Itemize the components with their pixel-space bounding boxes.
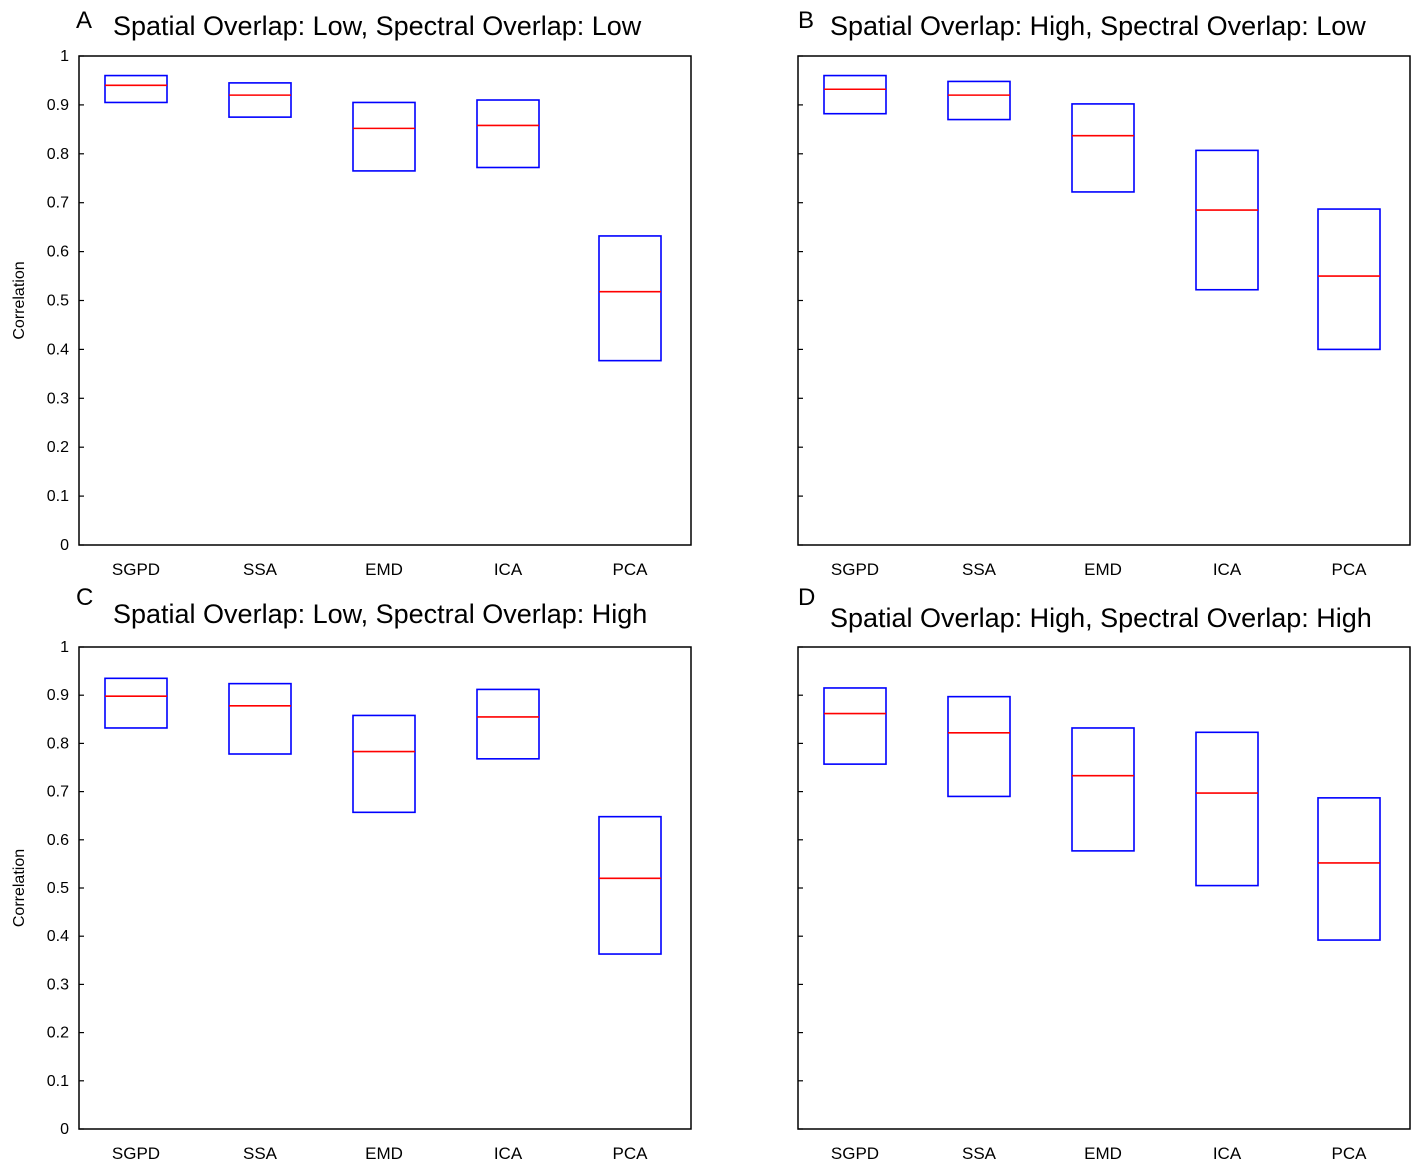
y-tick-label: 0.6 xyxy=(47,244,69,261)
y-tick-label: 0.5 xyxy=(47,880,69,897)
box-ica xyxy=(476,688,540,760)
box-pca xyxy=(1317,797,1381,941)
box-pca xyxy=(598,815,662,955)
x-tick-label: EMD xyxy=(1084,1144,1122,1160)
box-pca xyxy=(598,235,662,362)
y-tick-label: 0.2 xyxy=(47,439,69,456)
panel-letter: C xyxy=(76,584,93,611)
chart-title: Spatial Overlap: High, Spectral Overlap:… xyxy=(830,11,1366,41)
box-emd xyxy=(352,101,416,172)
box-emd xyxy=(1071,727,1135,852)
x-tick-label: PCA xyxy=(613,560,649,579)
chart-title: Spatial Overlap: Low, Spectral Overlap: … xyxy=(113,599,647,629)
x-tick-label: SGPD xyxy=(112,560,160,579)
y-tick-label: 0.2 xyxy=(47,1025,69,1042)
chart-panel-a: A Spatial Overlap: Low, Spectral Overlap:… xyxy=(11,7,692,579)
box-sgpd xyxy=(823,687,887,765)
panel-letter: D xyxy=(798,584,815,611)
y-tick-label: 0 xyxy=(60,537,69,554)
chart-panel-d: D Spatial Overlap: High, Spectral Overlap… xyxy=(797,584,1411,1160)
box-ssa xyxy=(228,682,292,755)
y-tick-label: 1 xyxy=(60,48,69,65)
x-tick-label: SSA xyxy=(962,1144,997,1160)
chart-panel-c: C Spatial Overlap: Low, Spectral Overlap:… xyxy=(11,584,692,1160)
box-ssa xyxy=(228,82,292,118)
box-sgpd xyxy=(104,677,168,729)
y-tick-label: 0 xyxy=(60,1121,69,1138)
chart-title: Spatial Overlap: Low, Spectral Overlap: … xyxy=(113,11,642,41)
box-ssa xyxy=(947,80,1011,121)
x-tick-label: PCA xyxy=(613,1144,649,1160)
x-tick-label: SSA xyxy=(962,560,997,579)
box-emd xyxy=(1071,103,1135,193)
y-axis-label: Correlation xyxy=(11,849,28,927)
y-tick-label: 1 xyxy=(60,639,69,656)
box-ssa xyxy=(947,695,1011,798)
panel-letter: A xyxy=(76,7,92,34)
y-tick-label: 0.9 xyxy=(47,97,69,114)
box-emd xyxy=(352,714,416,814)
x-tick-label: ICA xyxy=(494,1144,523,1160)
x-tick-label: SSA xyxy=(243,560,278,579)
x-tick-label: EMD xyxy=(365,560,403,579)
box-ica xyxy=(1195,149,1259,291)
y-tick-label: 0.9 xyxy=(47,687,69,704)
chart-panel-b: B Spatial Overlap: High, Spectral Overlap… xyxy=(797,7,1411,579)
y-tick-label: 0.1 xyxy=(47,1073,69,1090)
x-tick-label: SGPD xyxy=(831,1144,879,1160)
y-axis-label: Correlation xyxy=(11,261,28,339)
y-tick-label: 0.8 xyxy=(47,146,69,163)
y-tick-label: 0.3 xyxy=(47,390,69,407)
y-tick-label: 0.6 xyxy=(47,832,69,849)
box-sgpd xyxy=(823,74,887,115)
x-tick-label: PCA xyxy=(1332,560,1368,579)
box-ica xyxy=(476,99,540,169)
x-tick-label: ICA xyxy=(1213,1144,1242,1160)
panel-letter: B xyxy=(798,7,814,34)
x-tick-label: SSA xyxy=(243,1144,278,1160)
x-tick-label: EMD xyxy=(1084,560,1122,579)
y-tick-label: 0.4 xyxy=(47,928,69,945)
x-tick-label: SGPD xyxy=(831,560,879,579)
x-tick-label: SGPD xyxy=(112,1144,160,1160)
box-pca xyxy=(1317,208,1381,351)
x-tick-label: ICA xyxy=(1213,560,1242,579)
y-tick-label: 0.5 xyxy=(47,293,69,310)
y-tick-label: 0.7 xyxy=(47,784,69,801)
x-tick-label: EMD xyxy=(365,1144,403,1160)
y-tick-label: 0.8 xyxy=(47,735,69,752)
y-tick-label: 0.4 xyxy=(47,341,69,358)
x-tick-label: ICA xyxy=(494,560,523,579)
y-tick-label: 0.3 xyxy=(47,976,69,993)
box-sgpd xyxy=(104,74,168,104)
box-ica xyxy=(1195,731,1259,887)
chart-title: Spatial Overlap: High, Spectral Overlap:… xyxy=(830,603,1372,633)
y-tick-label: 0.7 xyxy=(47,195,69,212)
y-tick-label: 0.1 xyxy=(47,488,69,505)
x-tick-label: PCA xyxy=(1332,1144,1368,1160)
